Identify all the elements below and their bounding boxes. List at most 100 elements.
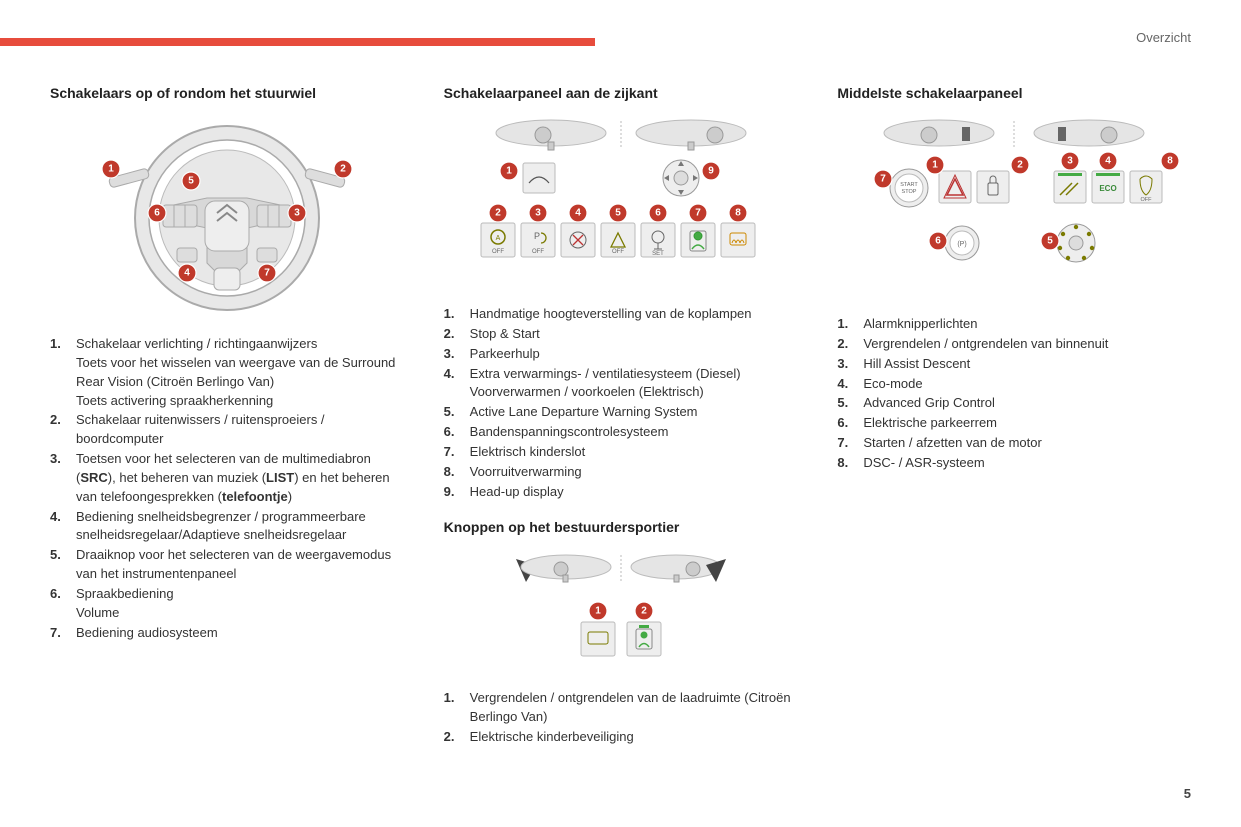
svg-text:STOP: STOP: [902, 189, 917, 195]
col2a-item-9-line-1: Head-up display: [470, 483, 798, 502]
svg-text:OFF: OFF: [1141, 197, 1153, 203]
svg-text:OFF: OFF: [532, 249, 544, 255]
col3-item-4: Eco-mode: [837, 375, 1191, 394]
col3-item-3: Hill Assist Descent: [837, 355, 1191, 374]
column-steering-wheel: Schakelaars op of rondom het stuurwiel: [50, 85, 404, 748]
col2b-item-1-line-1: Vergrendelen / ontgrendelen van de laadr…: [470, 689, 798, 727]
col2a-item-2-line-1: Stop & Start: [470, 325, 798, 344]
col2b-list: Vergrendelen / ontgrendelen van de laadr…: [444, 689, 798, 747]
svg-text:OFF: OFF: [492, 249, 504, 255]
center-panel-diagram: START STOP ECO OFF: [837, 113, 1191, 303]
svg-text:2: 2: [340, 164, 346, 175]
col2a-item-1-line-1: Handmatige hoogteverstelling van de kopl…: [470, 305, 798, 324]
svg-text:(P): (P): [958, 241, 967, 248]
badge-1: 1: [102, 160, 120, 178]
svg-text:5: 5: [1047, 236, 1053, 247]
col1-item-5-line-1: Draaiknop voor het selecteren van de wee…: [76, 546, 404, 584]
col2a-item-8-line-1: Voorruitverwarming: [470, 463, 798, 482]
badge-3: 3: [288, 204, 306, 222]
col1-item-7: Bediening audiosysteem: [50, 624, 404, 643]
col1-item-1: Schakelaar verlichting / richtingaanwijz…: [50, 335, 404, 410]
overview-label: Overzicht: [1136, 30, 1191, 45]
page-columns: Schakelaars op of rondom het stuurwiel: [50, 85, 1191, 748]
col1-item-1-line-2: Toets voor het wisselen van weergave van…: [76, 354, 404, 392]
col2a-item-7: Elektrisch kinderslot: [444, 443, 798, 462]
col2a-item-4-line-1: Extra verwarmings- / ventilatiesysteem (…: [470, 365, 798, 384]
svg-text:1: 1: [506, 166, 512, 177]
col1-item-4-line-1: Bediening snelheidsbegrenzer / programme…: [76, 508, 404, 546]
col3-item-8-line-1: DSC- / ASR-systeem: [863, 454, 1191, 473]
svg-text:6: 6: [655, 208, 661, 219]
svg-text:3: 3: [294, 208, 300, 219]
badge-5: 5: [182, 172, 200, 190]
col3-item-7: Starten / afzetten van de motor: [837, 434, 1191, 453]
col2a-item-5: Active Lane Departure Warning System: [444, 403, 798, 422]
col3-title: Middelste schakelaarpaneel: [837, 85, 1191, 101]
badge-4: 4: [178, 264, 196, 282]
col2a-item-3: Parkeerhulp: [444, 345, 798, 364]
col1-item-6: SpraakbedieningVolume: [50, 585, 404, 623]
col2b-title: Knoppen op het bestuurdersportier: [444, 519, 798, 535]
col2b-item-2: Elektrische kinderbeveiliging: [444, 728, 798, 747]
col3-item-6: Elektrische parkeerrem: [837, 414, 1191, 433]
col2a-item-8: Voorruitverwarming: [444, 463, 798, 482]
svg-text:6: 6: [935, 236, 941, 247]
col3-item-8: DSC- / ASR-systeem: [837, 454, 1191, 473]
svg-text:8: 8: [735, 208, 741, 219]
col1-title: Schakelaars op of rondom het stuurwiel: [50, 85, 404, 101]
col2b-item-1: Vergrendelen / ontgrendelen van de laadr…: [444, 689, 798, 727]
column-center-panel: Middelste schakelaarpaneel START STOP: [837, 85, 1191, 748]
col1-item-5: Draaiknop voor het selecteren van de wee…: [50, 546, 404, 584]
svg-text:2: 2: [641, 606, 647, 617]
col3-item-1: Alarmknipperlichten: [837, 315, 1191, 334]
col3-item-1-line-1: Alarmknipperlichten: [863, 315, 1191, 334]
col1-item-7-line-1: Bediening audiosysteem: [76, 624, 404, 643]
col1-item-6-line-1: Spraakbediening: [76, 585, 404, 604]
col3-item-5-line-1: Advanced Grip Control: [863, 394, 1191, 413]
svg-text:2: 2: [1017, 160, 1023, 171]
svg-text:SET: SET: [652, 251, 664, 257]
col1-item-1-line-1: Schakelaar verlichting / richtingaanwijz…: [76, 335, 404, 354]
col2a-item-7-line-1: Elektrisch kinderslot: [470, 443, 798, 462]
svg-text:4: 4: [575, 208, 581, 219]
col2a-title: Schakelaarpaneel aan de zijkant: [444, 85, 798, 101]
column-side-panel: Schakelaarpaneel aan de zijkant 1 9: [444, 85, 798, 748]
svg-text:1: 1: [108, 164, 114, 175]
svg-text:3: 3: [535, 208, 541, 219]
svg-text:P: P: [534, 231, 540, 241]
col2a-item-6-line-1: Bandenspanningscontrolesysteem: [470, 423, 798, 442]
svg-text:2: 2: [495, 208, 501, 219]
col2a-item-6: Bandenspanningscontrolesysteem: [444, 423, 798, 442]
col3-item-5: Advanced Grip Control: [837, 394, 1191, 413]
col2a-item-2: Stop & Start: [444, 325, 798, 344]
badge-6: 6: [148, 204, 166, 222]
side-panel-diagram: 1 9 A OFF P OFF: [444, 113, 798, 293]
col2a-item-9: Head-up display: [444, 483, 798, 502]
col1-item-6-line-2: Volume: [76, 604, 404, 623]
col1-item-4: Bediening snelheidsbegrenzer / programme…: [50, 508, 404, 546]
svg-text:7: 7: [880, 174, 886, 185]
svg-text:START: START: [900, 182, 918, 188]
col3-item-6-line-1: Elektrische parkeerrem: [863, 414, 1191, 433]
col2a-item-3-line-1: Parkeerhulp: [470, 345, 798, 364]
svg-text:4: 4: [1105, 156, 1111, 167]
svg-text:5: 5: [188, 176, 194, 187]
col3-item-7-line-1: Starten / afzetten van de motor: [863, 434, 1191, 453]
col2b-item-2-line-1: Elektrische kinderbeveiliging: [470, 728, 798, 747]
svg-text:1: 1: [932, 160, 938, 171]
col2a-item-4-line-2: Voorverwarmen / voorkoelen (Elektrisch): [470, 383, 798, 402]
door-panel-diagram: 1 2: [444, 547, 798, 677]
svg-text:5: 5: [615, 208, 621, 219]
col3-list: AlarmknipperlichtenVergrendelen / ontgre…: [837, 315, 1191, 473]
col3-item-2-line-1: Vergrendelen / ontgrendelen van binnenui…: [863, 335, 1191, 354]
svg-text:9: 9: [708, 166, 714, 177]
col1-list: Schakelaar verlichting / richtingaanwijz…: [50, 335, 404, 643]
svg-text:ECO: ECO: [1100, 184, 1117, 193]
svg-text:4: 4: [184, 268, 190, 279]
svg-text:OFF: OFF: [612, 249, 624, 255]
col2a-item-1: Handmatige hoogteverstelling van de kopl…: [444, 305, 798, 324]
svg-text:6: 6: [154, 208, 160, 219]
svg-text:1: 1: [595, 606, 601, 617]
badge-7: 7: [258, 264, 276, 282]
svg-text:A: A: [495, 235, 500, 242]
